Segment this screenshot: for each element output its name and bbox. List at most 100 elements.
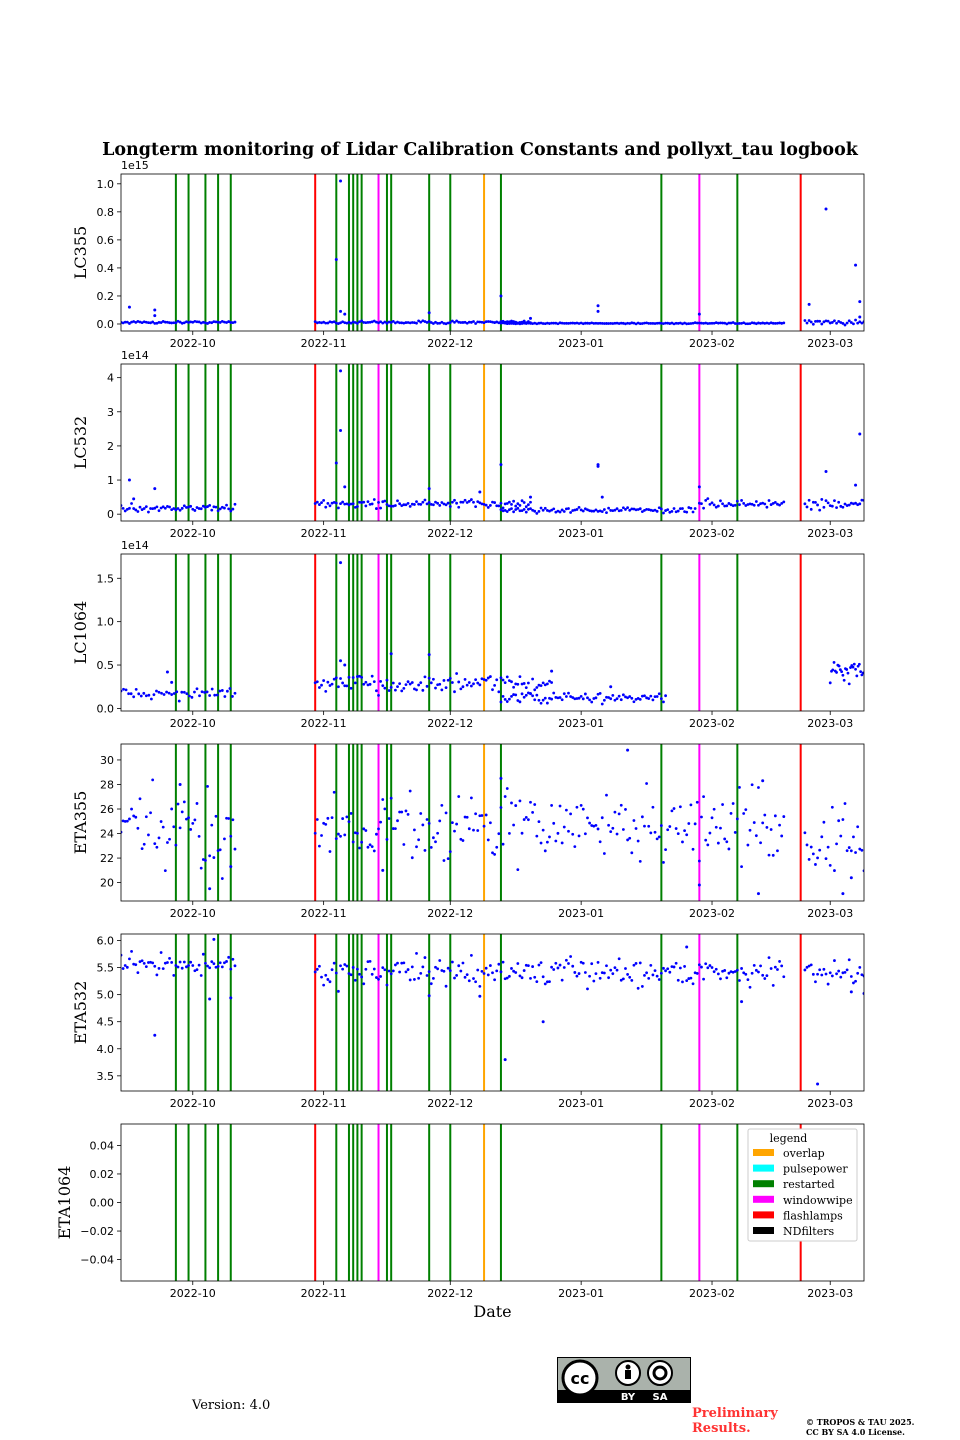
data-point <box>349 502 353 506</box>
data-point <box>687 506 691 509</box>
data-point <box>199 974 203 977</box>
data-point <box>431 677 435 681</box>
data-point <box>643 321 646 325</box>
data-point <box>476 500 480 503</box>
data-point <box>832 661 836 664</box>
data-point <box>134 508 138 512</box>
data-point <box>583 692 587 696</box>
data-point <box>324 973 328 977</box>
data-point <box>535 834 539 838</box>
data-point <box>634 322 638 326</box>
data-point <box>803 968 807 972</box>
data-point <box>605 695 608 699</box>
legend: legendoverlappulsepowerrestartedwindowwi… <box>747 1128 858 1242</box>
data-point <box>522 507 526 511</box>
data-point <box>364 967 368 971</box>
data-point <box>691 321 695 325</box>
data-point <box>849 876 853 880</box>
data-point <box>400 321 404 325</box>
data-point <box>628 322 632 325</box>
data-point <box>147 510 150 514</box>
data-point <box>545 509 549 512</box>
data-point <box>824 319 828 323</box>
data-point <box>522 682 526 685</box>
data-point <box>636 697 640 700</box>
data-point <box>594 508 598 512</box>
data-point <box>562 825 566 829</box>
data-point <box>529 507 532 510</box>
data-point <box>172 507 176 510</box>
data-point <box>733 831 737 834</box>
data-point <box>761 973 765 977</box>
data-point <box>128 322 131 325</box>
data-point <box>721 969 724 973</box>
data-point <box>465 683 469 687</box>
data-point <box>165 690 168 694</box>
data-point <box>600 816 604 820</box>
data-point <box>723 321 727 325</box>
data-point <box>370 320 374 324</box>
data-point <box>719 826 722 830</box>
data-point <box>624 808 627 811</box>
data-point <box>444 503 448 507</box>
data-point <box>596 309 600 313</box>
data-point <box>621 828 625 831</box>
x-tick-label: 2023-03 <box>807 1097 853 1110</box>
data-point <box>339 369 343 373</box>
data-point <box>326 680 330 684</box>
data-point <box>223 837 226 841</box>
data-point <box>839 321 843 324</box>
data-point <box>655 321 659 325</box>
data-point <box>615 507 619 510</box>
data-point <box>831 668 835 672</box>
data-point <box>486 676 490 680</box>
data-point <box>761 821 765 825</box>
data-point <box>166 841 169 844</box>
data-point <box>636 321 640 325</box>
x-tick-label: 2022-11 <box>301 527 347 540</box>
data-point <box>163 320 167 324</box>
data-point <box>691 847 695 851</box>
data-point <box>575 805 579 809</box>
data-point <box>723 837 727 841</box>
data-point <box>630 851 634 855</box>
data-point <box>607 696 610 699</box>
data-point <box>170 961 174 964</box>
data-point <box>499 970 503 974</box>
data-point <box>229 509 233 513</box>
x-tick-label: 2022-12 <box>427 527 473 540</box>
data-point <box>482 503 486 506</box>
data-point <box>693 507 697 510</box>
data-point <box>571 832 575 836</box>
data-point <box>326 501 330 505</box>
data-point <box>716 321 720 325</box>
data-point <box>522 969 526 972</box>
data-point <box>575 321 579 325</box>
data-point <box>507 322 511 325</box>
data-point <box>332 320 336 324</box>
data-point <box>398 970 402 974</box>
x-tick-label: 2023-01 <box>558 1287 604 1300</box>
data-point <box>594 972 598 976</box>
data-point <box>567 321 570 325</box>
data-point <box>459 969 463 973</box>
data-point <box>626 506 629 510</box>
data-point <box>640 322 644 325</box>
data-point <box>771 983 775 987</box>
data-point <box>548 835 551 839</box>
data-point <box>780 964 784 968</box>
data-point <box>463 678 467 681</box>
data-point <box>507 679 511 682</box>
data-point <box>499 321 503 325</box>
data-point <box>324 689 328 693</box>
data-point <box>697 501 701 505</box>
data-point <box>835 842 838 846</box>
data-point <box>539 506 543 510</box>
data-point <box>326 321 330 325</box>
data-point <box>767 956 771 960</box>
data-point <box>683 321 686 325</box>
data-point <box>364 321 368 325</box>
data-point <box>381 868 385 872</box>
data-point <box>214 814 218 818</box>
data-point <box>438 959 442 962</box>
